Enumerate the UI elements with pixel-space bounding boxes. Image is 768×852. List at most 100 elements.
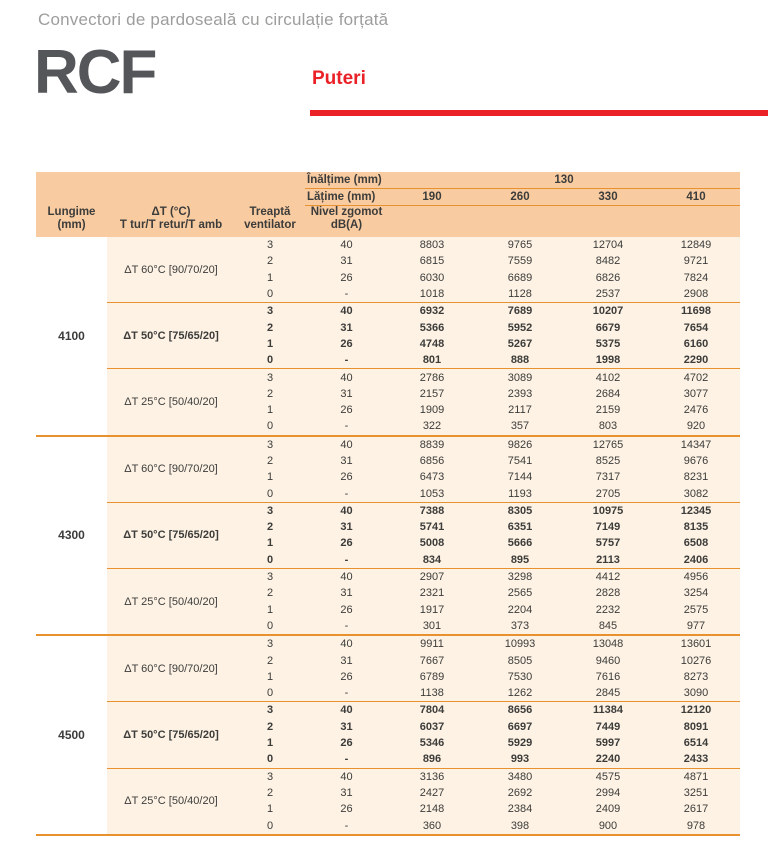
value-cell: 11698: [681, 305, 711, 318]
value-cell: 4702: [683, 371, 709, 384]
value-cell: 8839: [419, 438, 445, 451]
treapta-cell: 1: [266, 537, 274, 550]
width-row: Lățime (mm) 190 260 330 410: [305, 189, 740, 206]
dt-group-rows: 3 40 7388 8305 10975 12345 2 31 5741 6351 7149 8135…: [235, 503, 740, 568]
value-cell: 6697: [507, 720, 533, 733]
table-row: 1 26 1917 2204 2232 2575: [235, 602, 740, 618]
value-cell: 3082: [683, 487, 709, 500]
table-row: 3 40 2907 3298 4412 4956: [235, 569, 740, 585]
treapta-cell: 3: [266, 438, 274, 451]
value-cell: 4748: [419, 337, 445, 350]
treapta-cell: 2: [266, 521, 274, 534]
table-row: 1 26 5008 5666 5757 6508: [235, 535, 740, 551]
value-cell: 5929: [507, 737, 533, 750]
value-cell: 1998: [595, 354, 621, 367]
table-row: 1 26 6030 6689 6826 7824: [235, 270, 740, 286]
value-cell: 7388: [419, 504, 445, 517]
table-row: 2 31 6856 7541 8525 9676: [235, 453, 740, 469]
value-cell: 7824: [683, 271, 709, 284]
value-cell: 10975: [592, 504, 624, 517]
value-cell: 7149: [595, 521, 621, 534]
width-value: 330: [598, 190, 618, 203]
accent-bar: [310, 110, 768, 116]
value-cell: 3298: [507, 571, 533, 584]
value-cell: 9765: [507, 239, 533, 252]
nivel-cell: 31: [340, 786, 353, 799]
value-cell: 2575: [683, 603, 709, 616]
value-cell: 6815: [419, 255, 445, 268]
value-cell: 888: [510, 354, 530, 367]
value-cell: 834: [422, 553, 442, 566]
value-cell: 5008: [419, 537, 445, 550]
value-cell: 2204: [507, 603, 533, 616]
dt-group: ΔT 60°C [90/70/20] 3 40 9911 10993 13048 13601…: [107, 636, 740, 703]
value-cell: 3251: [683, 786, 709, 799]
value-cell: 13601: [680, 638, 712, 651]
dt-group: ΔT 25°C [50/40/20] 3 40 2786 3089 4102 4702 2 31…: [107, 369, 740, 434]
table-row: 2 31 2427 2692 2994 3251: [235, 785, 740, 801]
nivel-cell: -: [344, 288, 349, 301]
value-cell: 12849: [680, 239, 712, 252]
table-row: 0 - 1138 1262 2845 3090: [235, 685, 740, 701]
page-title: Convectori de pardoseală cu circulație f…: [38, 10, 389, 29]
powers-table: Înălțime (mm) 130 Lățime (mm) 190 260 33…: [36, 172, 740, 836]
value-cell: 2321: [419, 587, 445, 600]
lungime-cell: 4300: [36, 436, 107, 635]
table-row: 3 40 7388 8305 10975 12345: [235, 503, 740, 519]
treapta-cell: 0: [266, 420, 274, 433]
lungime-cell: 4500: [36, 636, 107, 834]
treapta-cell: 1: [266, 670, 274, 683]
dt-group-rows: 3 40 3136 3480 4575 4871 2 31 2427 2692 2994 3251 1 2…: [235, 769, 740, 834]
value-cell: 2117: [508, 404, 532, 417]
treapta-cell: 2: [266, 654, 274, 667]
nivel-cell: 40: [340, 770, 353, 783]
value-cell: 8231: [683, 471, 709, 484]
length-group-rows: ΔT 60°C [90/70/20] 3 40 9911 10993 13048 13601…: [107, 636, 740, 834]
nivel-cell: 26: [340, 271, 353, 284]
dt-group-rows: 3 40 7804 8656 11384 12120 2 31 6037 6697 7449 8091…: [235, 702, 740, 767]
table-row: 2 31 7667 8505 9460 10276: [235, 652, 740, 668]
value-cell: 4575: [595, 770, 621, 783]
value-cell: 978: [686, 819, 706, 832]
value-cell: 7689: [507, 305, 533, 318]
value-cell: 9676: [683, 455, 709, 467]
value-cell: 5997: [595, 737, 621, 750]
value-cell: 1909: [419, 404, 445, 417]
dt-group-rows: 3 40 6932 7689 10207 11698 2 31 5366 5952 6679 7654…: [235, 303, 740, 368]
nivel-cell: 26: [340, 737, 353, 750]
value-cell: 7616: [595, 670, 621, 683]
nivel-cell: 26: [340, 337, 353, 350]
value-cell: 6160: [683, 337, 709, 350]
value-cell: 2705: [595, 487, 621, 500]
value-cell: 2406: [683, 553, 709, 566]
value-cell: 9721: [683, 255, 709, 268]
length-group: 4500 ΔT 60°C [90/70/20] 3 40 9911 10993 13048 1…: [36, 636, 740, 836]
value-cell: 9911: [420, 638, 444, 651]
value-cell: 1262: [507, 687, 533, 700]
value-cell: 2232: [595, 603, 621, 616]
value-cell: 14347: [680, 438, 712, 451]
nivel-cell: -: [344, 687, 349, 700]
value-cell: 2907: [419, 571, 445, 584]
value-cell: 8505: [507, 654, 533, 667]
value-cell: 11384: [593, 704, 623, 717]
table-row: 1 26 4748 5267 5375 6160: [235, 336, 740, 352]
dt-group: ΔT 60°C [90/70/20] 3 40 8803 9765 12704 12849 2…: [107, 237, 740, 304]
nivel-cell: 31: [340, 720, 353, 733]
value-cell: 1138: [420, 687, 444, 700]
value-cell: 9826: [507, 438, 533, 451]
value-cell: 1193: [508, 487, 532, 500]
width-label: Lățime (mm): [307, 190, 376, 203]
nivel-cell: 26: [340, 803, 353, 816]
dt-group-rows: 3 40 2907 3298 4412 4956 2 31 2321 2565 2828 3254 1 2…: [235, 569, 740, 634]
dt-group-rows: 3 40 9911 10993 13048 13601 2 31 7667 8505 9460 102…: [235, 636, 740, 701]
nivel-cell: 26: [340, 603, 353, 616]
value-cell: 10993: [504, 638, 536, 651]
nivel-cell: 31: [340, 387, 353, 400]
table-row: 0 - 834 895 2113 2406: [235, 552, 740, 568]
value-cell: 3090: [683, 687, 709, 700]
column-headers: Lungime (mm) ΔT (°C) T tur/T retur/T amb…: [36, 206, 740, 237]
value-cell: 7144: [507, 471, 533, 484]
dt-group-rows: 3 40 2786 3089 4102 4702 2 31 2157 2393 2684 3077 1 2…: [235, 369, 740, 434]
